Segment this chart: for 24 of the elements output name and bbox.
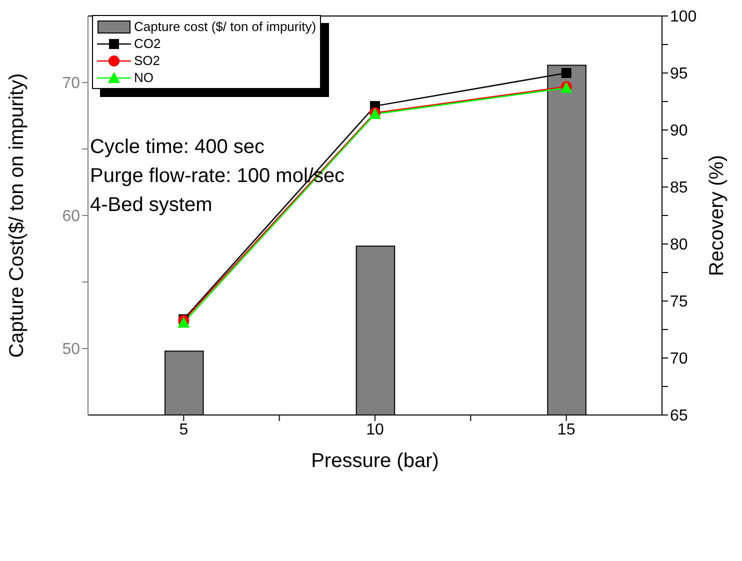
legend-label: Capture cost ($/ ton of impurity) [134, 19, 316, 34]
y2-tick-label: 75 [670, 294, 688, 311]
annotation: 4-Bed system [90, 193, 214, 218]
x-tick-label: 15 [557, 421, 576, 438]
y2-tick-label: 90 [670, 122, 688, 140]
y-tick-label: 70 [62, 75, 80, 92]
y2-tick-label: 95 [670, 66, 688, 83]
x-axis-title: Pressure (bar) [311, 450, 439, 472]
y-tick-label: 60 [62, 208, 80, 226]
annotation: Cycle time: 400 sec [90, 135, 266, 160]
x-tick-label: 5 [179, 421, 188, 438]
y-axis-title: Capture Cost($/ ton on impurity) [6, 73, 28, 358]
y2-axis-title: Recovery (%) [706, 154, 728, 276]
y2-tick-label: 80 [670, 236, 688, 254]
legend-label: SO2 [134, 53, 160, 68]
x-tick-label: 10 [366, 421, 384, 438]
y2-tick-label: 65 [670, 408, 688, 425]
y2-tick-label: 100 [670, 8, 697, 26]
legend-label: CO2 [134, 36, 161, 51]
point [561, 68, 572, 78]
y-tick-label: 50 [62, 341, 80, 358]
y2-tick-label: 70 [670, 350, 688, 368]
y2-tick-label: 85 [670, 180, 688, 197]
legend-label: NO [134, 70, 154, 85]
